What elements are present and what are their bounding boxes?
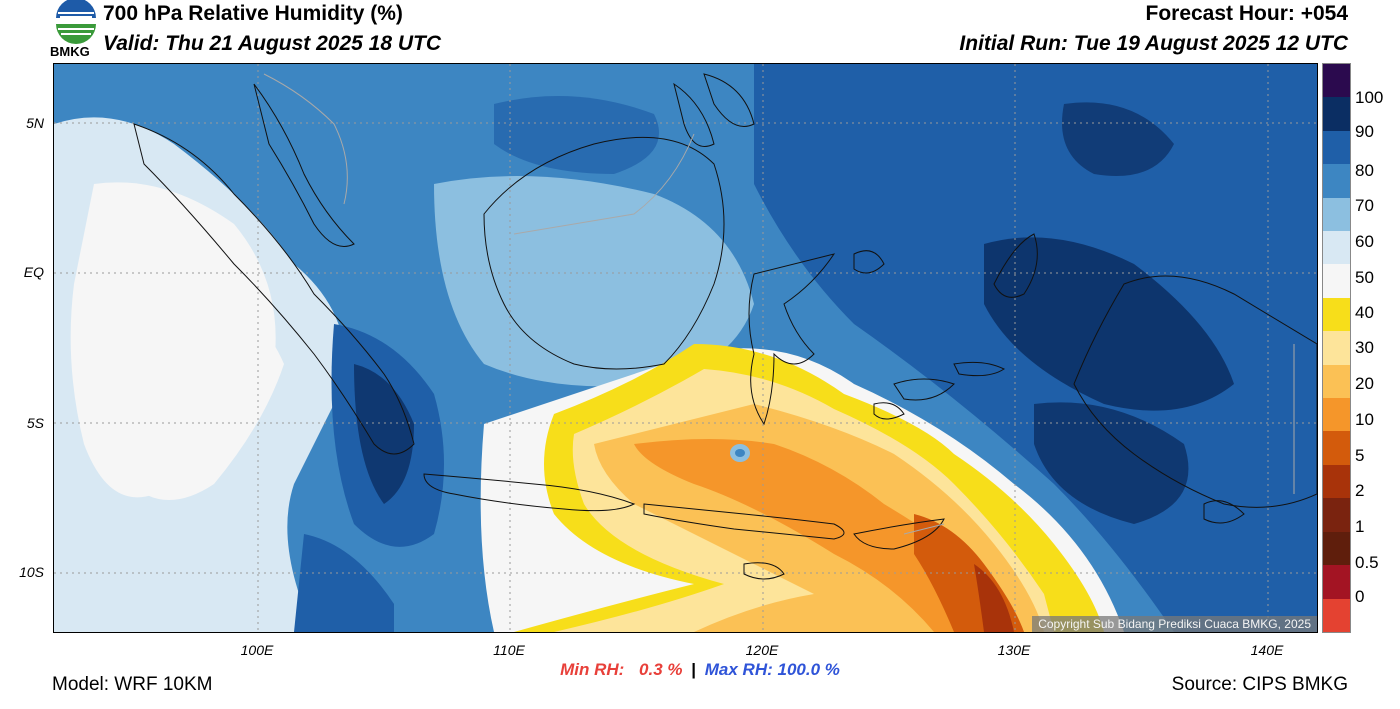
model-label: Model: WRF 10KM: [52, 674, 213, 695]
lon-label-110e: 110E: [493, 642, 525, 658]
legend-label-50: 50: [1355, 268, 1374, 287]
lat-label-10s: 10S: [19, 564, 44, 580]
forecast-hour: Forecast Hour: +054: [1145, 2, 1349, 25]
legend-label-90: 90: [1355, 122, 1374, 141]
lon-label-140e: 140E: [1250, 642, 1284, 658]
lon-label-120e: 120E: [745, 642, 779, 658]
lon-label-100e: 100E: [240, 642, 274, 658]
legend-swatch-14: [1323, 531, 1350, 566]
min-rh-label: Min RH:: [560, 660, 625, 679]
lat-label-5s: 5S: [26, 415, 44, 431]
legend-label-100: 100: [1355, 88, 1384, 107]
legend-label-0-5: 0.5: [1355, 553, 1379, 572]
legend-swatch-2: [1323, 130, 1350, 165]
legend-swatch-6: [1323, 264, 1350, 298]
legend-label-20: 20: [1355, 374, 1374, 393]
legend-swatch-15: [1323, 565, 1350, 599]
lon-label-130e: 130E: [997, 642, 1031, 658]
legend-swatch-10: [1323, 398, 1350, 432]
valid-time: Valid: Thu 21 August 2025 18 UTC: [103, 32, 442, 55]
legend-swatch-3: [1323, 164, 1350, 198]
legend-label-70: 70: [1355, 196, 1374, 215]
legend-swatch-12: [1323, 464, 1350, 499]
logo-text: BMKG: [50, 44, 90, 59]
legend-swatch-13: [1323, 498, 1350, 532]
legend-label-30: 30: [1355, 338, 1374, 357]
legend-label-10: 10: [1355, 410, 1374, 429]
lat-label-5n: 5N: [26, 115, 44, 131]
humidity-field: [54, 64, 1318, 633]
legend-swatch-11: [1323, 431, 1350, 465]
legend-label-60: 60: [1355, 232, 1374, 251]
legend-label-2: 2: [1355, 481, 1365, 500]
rh-stats: Min RH: 0.3 % | Max RH: 100.0 %: [0, 660, 1400, 680]
humidity-map: Copyright Sub Bidang Prediksi Cuaca BMKG…: [53, 63, 1318, 633]
legend-swatch-16: [1323, 598, 1350, 632]
initial-run: Initial Run: Tue 19 August 2025 12 UTC: [959, 32, 1348, 55]
source-label: Source: CIPS BMKG: [1171, 674, 1348, 695]
legend-swatch-8: [1323, 331, 1350, 365]
bmkg-logo: [52, 0, 100, 60]
max-rh-label: Max RH:: [704, 660, 773, 679]
legend-swatch-4: [1323, 197, 1350, 232]
legend-label-40: 40: [1355, 303, 1374, 322]
legend-colorbar: [1322, 63, 1351, 633]
lat-label-eq: EQ: [23, 264, 44, 280]
chart-title: 700 hPa Relative Humidity (%): [103, 2, 403, 25]
legend-label-1: 1: [1355, 517, 1365, 536]
min-rh-value: 0.3 %: [639, 660, 683, 679]
legend-swatch-0: [1323, 64, 1350, 98]
legend-label-80: 80: [1355, 161, 1374, 180]
legend-swatch-1: [1323, 97, 1350, 131]
legend-label-0: 0: [1355, 587, 1365, 606]
max-rh-value: 100.0 %: [777, 660, 840, 679]
copyright-notice: Copyright Sub Bidang Prediksi Cuaca BMKG…: [1032, 616, 1317, 632]
legend-swatch-5: [1323, 231, 1350, 265]
stats-separator: |: [691, 660, 697, 679]
legend-swatch-9: [1323, 364, 1350, 399]
legend-swatch-7: [1323, 297, 1350, 332]
legend-label-5: 5: [1355, 446, 1365, 465]
